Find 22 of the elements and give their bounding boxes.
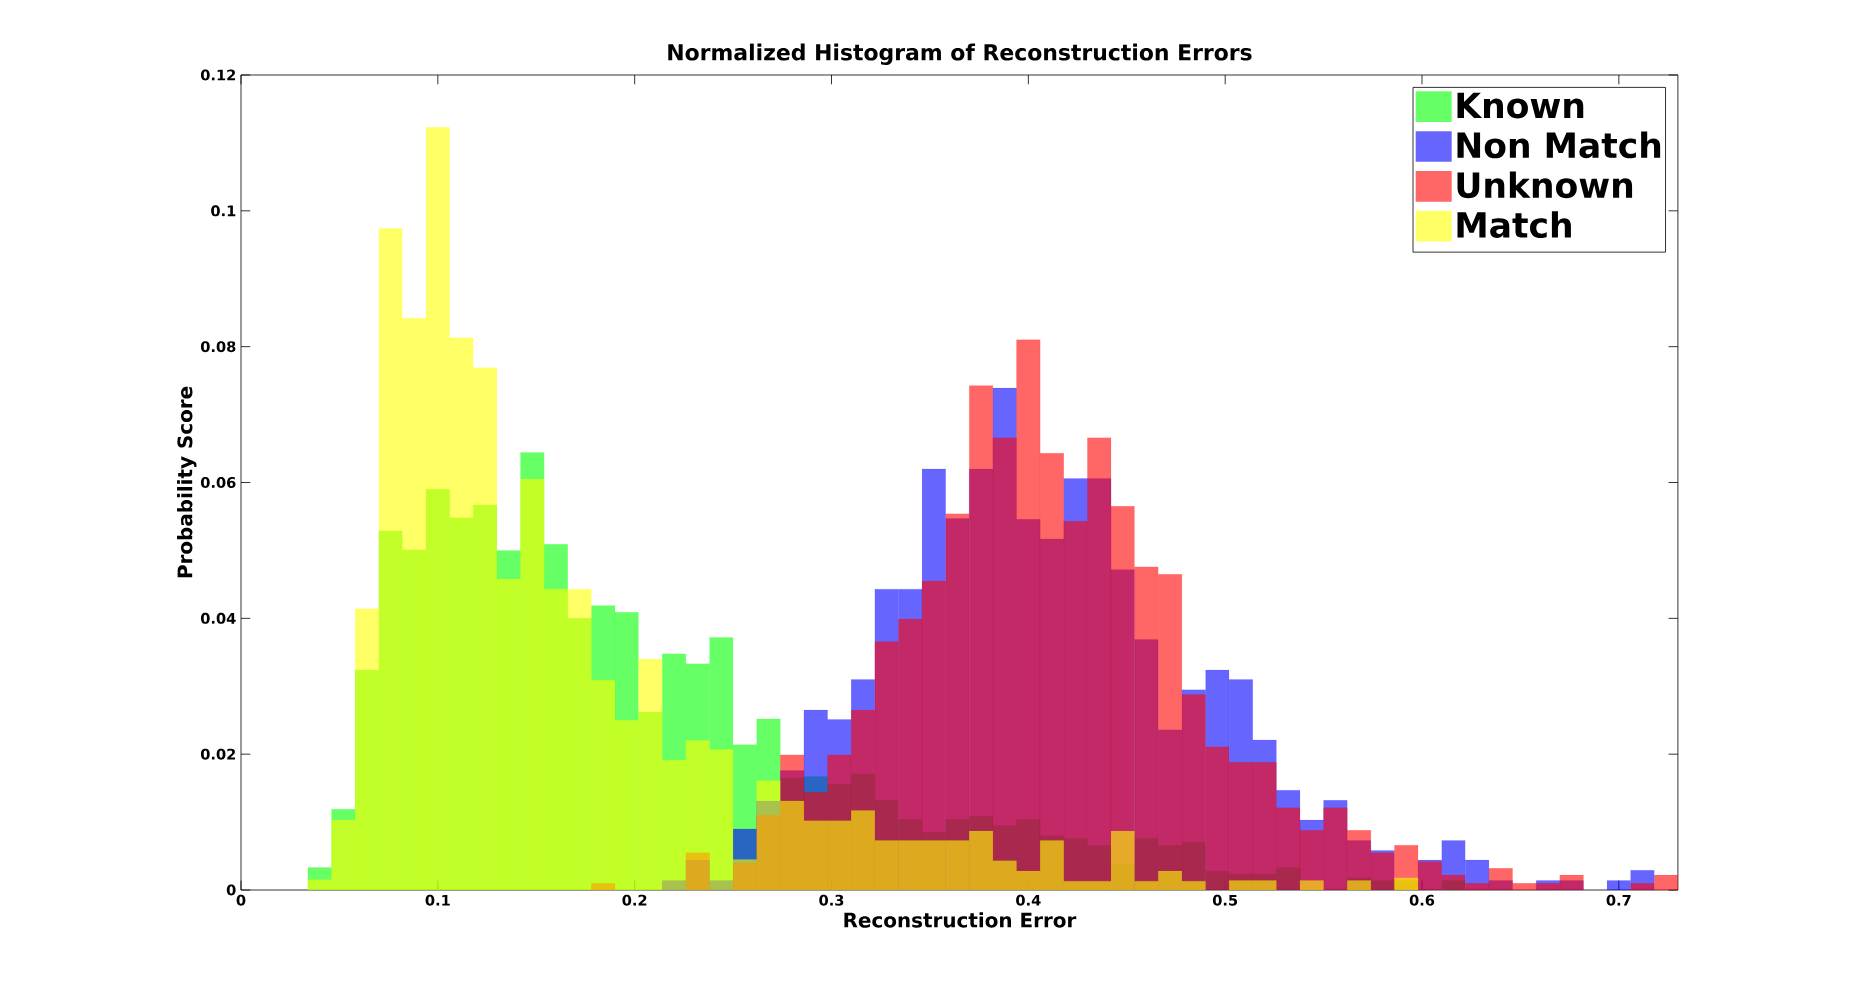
x-axis-title: Reconstruction Error (844, 912, 1077, 928)
y-tick-label: 0.12 (200, 69, 236, 81)
x-tick-label: 0.2 (622, 894, 647, 906)
x-tick-label: 0.6 (1409, 894, 1435, 906)
x-tick-label: 0.4 (1016, 894, 1041, 906)
y-tick-label: 0.02 (200, 748, 236, 760)
legend-label: Non Match (1457, 131, 1661, 159)
legend-label: Known (1457, 92, 1584, 119)
legend-label: Match (1457, 211, 1571, 238)
y-tick-label: 0.08 (200, 341, 236, 353)
x-tick-label: 0.7 (1606, 894, 1631, 906)
x-tick-label: 0.3 (819, 894, 844, 906)
y-axis-title: Probability Score (177, 386, 197, 578)
y-tick-label: 0 (226, 884, 236, 896)
x-tick-label: 0.1 (425, 894, 450, 906)
chart-title: Normalized Histogram of Reconstruction Errors (668, 43, 1252, 65)
legend-label: Unknown (1457, 171, 1633, 199)
x-tick-label: 0.5 (1212, 894, 1238, 906)
y-tick-label: 0.1 (211, 205, 236, 217)
y-tick-label: 0.04 (200, 612, 236, 624)
y-tick-label: 0.06 (200, 476, 236, 489)
x-tick-label: 0 (236, 894, 246, 906)
